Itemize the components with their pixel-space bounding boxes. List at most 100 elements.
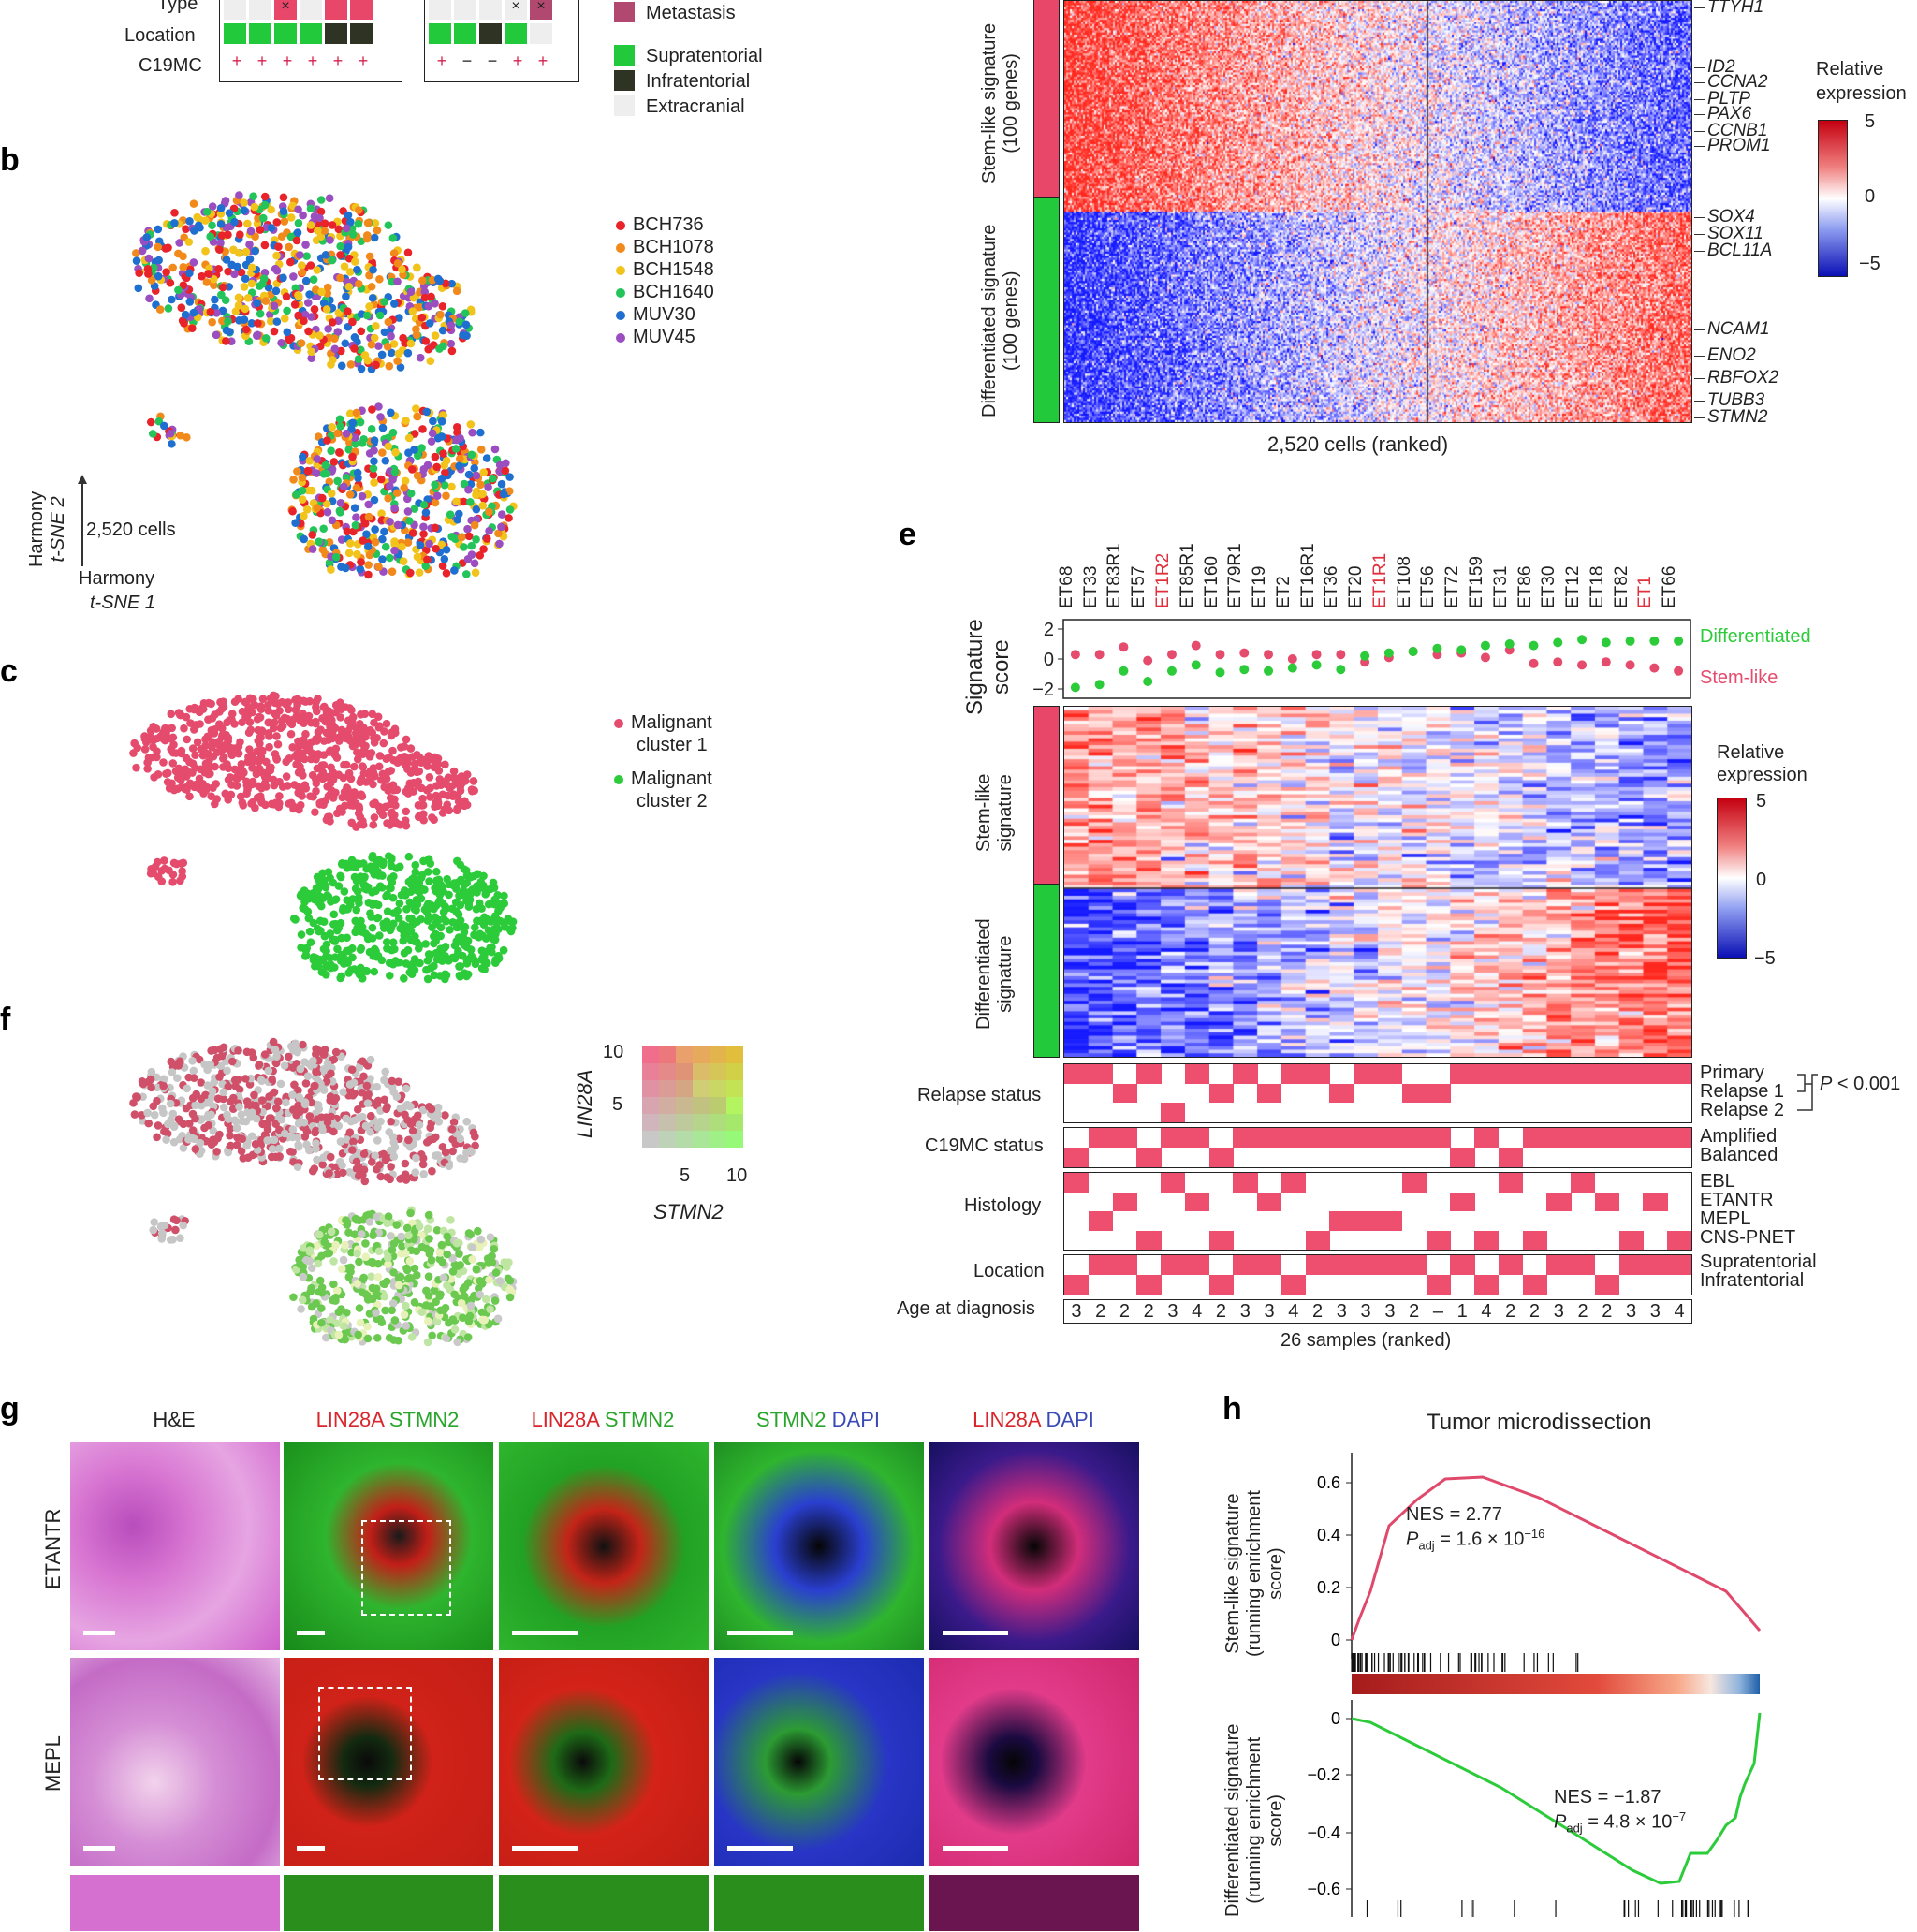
tsne-point (403, 1274, 413, 1283)
tsne-point (168, 1109, 178, 1119)
tsne-point (448, 918, 458, 927)
tsne-point (224, 1148, 233, 1157)
tsne-point (274, 242, 283, 251)
tsne-point (245, 745, 254, 754)
tsne-point (370, 967, 379, 976)
tsne-point (243, 219, 252, 228)
tsne-point (227, 260, 236, 270)
tsne-point (424, 913, 433, 921)
tsne-point (479, 545, 488, 553)
tsne-point (203, 1081, 212, 1090)
gsea-top-tick: 0.6 (1317, 1473, 1340, 1492)
legend-item-bch1640: BCH1640 (616, 281, 714, 303)
tsne-point (272, 1052, 281, 1061)
tsne-point (428, 813, 436, 822)
tsne-point (448, 1315, 458, 1324)
tsne-point (319, 800, 328, 809)
tsne-point (373, 1096, 383, 1105)
sample-label-et1: ET1 (1635, 576, 1656, 608)
tsne-point (230, 217, 239, 227)
tsne-point (242, 789, 251, 798)
panel-e-scale-tick-5: 5 (1756, 791, 1767, 812)
tsne-point (223, 718, 231, 727)
tsne-point (342, 474, 351, 482)
tsne-point (189, 258, 198, 267)
panel-a-right-box: × × + − − + + (424, 0, 579, 82)
tsne-point (336, 242, 344, 251)
tsne-point (223, 1066, 231, 1075)
tsne-point (500, 891, 508, 900)
tsne-point (264, 728, 273, 738)
tsne-point (294, 219, 303, 227)
tsne-point (282, 772, 291, 781)
tsne-point (343, 783, 351, 792)
gene-label-rbfox2: RBFOX2 (1707, 368, 1779, 388)
tsne-point (227, 1057, 237, 1066)
tsne-point (456, 972, 464, 981)
tsne-point (433, 759, 443, 768)
tsne-point (452, 435, 461, 445)
tsne-point (284, 698, 293, 707)
tsne-point (347, 717, 357, 726)
tsne-point (505, 514, 513, 522)
tsne-point (182, 1104, 191, 1113)
gsea-rank-bar (1352, 1674, 1760, 1694)
tsne-point (319, 299, 329, 308)
tsne-point (390, 540, 399, 549)
stem-score-point (1166, 650, 1177, 660)
tsne-point (296, 716, 305, 725)
tsne-point (400, 974, 408, 983)
tsne-point (497, 510, 506, 519)
panel-a-type-label: Type (157, 0, 198, 14)
tsne-point (418, 800, 428, 810)
tsne-point (307, 347, 315, 357)
tsne-point (404, 852, 414, 861)
score-tick: 2 (1044, 620, 1054, 640)
micrograph-tile (498, 1874, 710, 1932)
tsne-point (485, 1275, 493, 1284)
tsne-point (329, 1257, 338, 1266)
tsne-point (249, 192, 257, 200)
tsne-point (267, 799, 276, 809)
gene-label-pltp: PLTP (1707, 89, 1751, 109)
panel-e-track-histology: Histology (964, 1195, 1042, 1216)
tsne-point (315, 331, 324, 340)
tsne-point (216, 239, 225, 248)
tsne-point (351, 520, 360, 530)
tsne-point (410, 1297, 419, 1307)
micrograph-tile (713, 1442, 925, 1651)
tsne-point (383, 819, 391, 827)
legend-item-bch1078: BCH1078 (616, 236, 714, 258)
tsne-point (241, 325, 251, 334)
gene-label-tubb3: TUBB3 (1707, 390, 1765, 410)
tsne-point (291, 915, 300, 924)
tsne-point (214, 264, 223, 273)
tsne-point (290, 300, 300, 309)
tsne-point (138, 246, 147, 256)
age-value: 2 (1409, 1301, 1420, 1322)
tsne-point (505, 473, 514, 481)
tsne-point (336, 422, 344, 431)
tsne-point (336, 1137, 345, 1146)
tsne-point (279, 273, 287, 283)
tsne-point (264, 1066, 273, 1076)
tsne-point (206, 232, 215, 242)
tsne-point (166, 278, 175, 287)
age-value: 2 (1505, 1301, 1516, 1322)
tsne-point (260, 241, 270, 250)
sample-label-et82: ET82 (1611, 565, 1632, 608)
tsne-point (398, 542, 406, 551)
c19mc-sign: + (332, 51, 344, 70)
tsne-point (332, 1286, 342, 1295)
tsne-point (312, 1126, 320, 1135)
tsne-point (375, 1161, 384, 1169)
panel-e-ylabel-bottom: Differentiated signature (973, 918, 1016, 1030)
c19mc-sign: − (461, 51, 473, 70)
tsne-point (342, 859, 350, 869)
tsne-point (318, 774, 327, 783)
tsne-point (337, 361, 346, 371)
panel-f-color-key (642, 1046, 743, 1148)
tsne-point (269, 1037, 278, 1046)
tsne-point (227, 1141, 235, 1150)
tsne-point (157, 877, 167, 886)
